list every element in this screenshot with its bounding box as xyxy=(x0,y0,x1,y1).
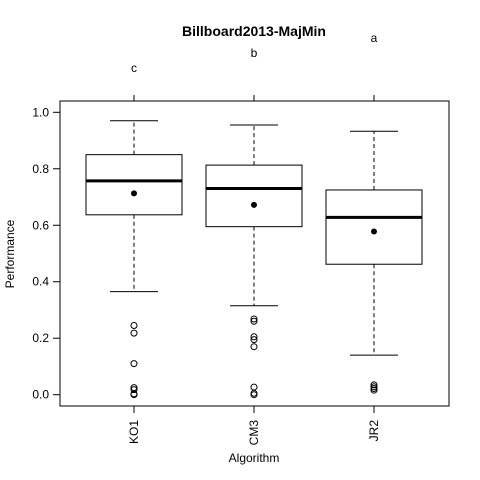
outlier-point xyxy=(130,386,138,394)
outlier-point xyxy=(250,391,258,399)
mean-point xyxy=(371,228,377,235)
outlier-point xyxy=(370,386,378,394)
x-axis: KO1 CM3 JR2 xyxy=(127,406,381,445)
box-jr2: a xyxy=(325,31,423,394)
box-ko1: c xyxy=(85,61,183,399)
y-tick-label: 0.8 xyxy=(32,162,49,176)
y-tick-label: 0.4 xyxy=(32,275,49,289)
x-axis-label: Algorithm xyxy=(229,451,280,465)
boxes: c b a xyxy=(85,31,423,399)
y-tick-label: 0.2 xyxy=(32,331,49,345)
outlier-point xyxy=(250,315,258,323)
x-tick-label: JR2 xyxy=(367,420,381,442)
x-tick-label: KO1 xyxy=(127,420,141,444)
y-tick-label: 1.0 xyxy=(32,105,49,119)
iqr-box xyxy=(205,164,303,228)
outlier-point xyxy=(250,343,258,351)
y-tick-label: 0.0 xyxy=(32,388,49,402)
y-axis-label: Performance xyxy=(3,219,17,288)
x-tick-label: CM3 xyxy=(247,420,261,446)
outlier-point xyxy=(370,381,378,389)
outlier-point xyxy=(130,329,138,337)
outlier-point xyxy=(250,333,258,341)
y-axis: 0.0 0.2 0.4 0.6 0.8 1.0 xyxy=(32,105,60,402)
outlier-point xyxy=(130,391,138,399)
outlier-point xyxy=(130,322,138,330)
outlier-point xyxy=(250,383,258,391)
y-tick-label: 0.6 xyxy=(32,218,49,232)
iqr-box xyxy=(325,189,423,265)
outlier-point xyxy=(250,317,258,325)
box-cm3: b xyxy=(205,46,303,399)
outlier-point xyxy=(130,360,138,368)
mean-point xyxy=(251,201,257,208)
group-letter: a xyxy=(371,31,378,45)
outlier-point xyxy=(250,336,258,344)
mean-point xyxy=(131,190,137,197)
group-letter: c xyxy=(131,61,137,75)
group-letter: b xyxy=(251,46,258,60)
iqr-box xyxy=(85,154,183,216)
chart-title: Billboard2013-MajMin xyxy=(182,23,326,39)
